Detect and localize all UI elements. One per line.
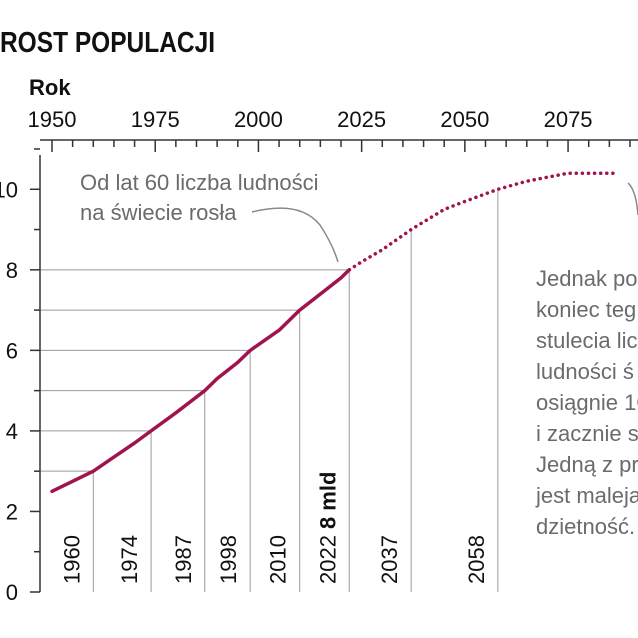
milestone-year-2022: 2022 xyxy=(315,535,340,584)
milestone-label-2022: 2022 8 mld xyxy=(315,472,340,584)
milestone-year-2058: 2058 xyxy=(464,535,489,584)
milestone-year-2010: 2010 xyxy=(266,535,291,584)
x-tick-label-1950: 1950 xyxy=(28,107,77,132)
milestone-label-2037: 2037 xyxy=(377,535,402,584)
annotation-right: Jednak po koniec teg stulecia lic ludnoś… xyxy=(535,182,638,539)
milestone-label-2058: 2058 xyxy=(464,535,489,584)
milestone-year-1974: 1974 xyxy=(117,535,142,584)
milestone-label-1974: 1974 xyxy=(117,535,142,584)
milestone-year-1987: 1987 xyxy=(171,535,196,584)
y-tick-label-8: 8 xyxy=(6,258,18,283)
annotation-right-line-9: dzietność. xyxy=(536,514,635,539)
x-tick-label-1975: 1975 xyxy=(131,107,180,132)
annotation-right-line-6: i zacznie s xyxy=(536,421,638,446)
x-tick-label-2050: 2050 xyxy=(440,107,489,132)
y-tick-label-10: 10 xyxy=(0,177,18,202)
x-tick-label-2000: 2000 xyxy=(234,107,283,132)
y-tick-label-4: 4 xyxy=(6,419,18,444)
x-tick-label-2075: 2075 xyxy=(544,107,593,132)
milestone-labels: 1960 1974 1987 1998 2010 2022 8 mld 2037 2058 xyxy=(59,472,489,584)
milestone-extra-2022: 8 mld xyxy=(315,472,340,529)
milestone-year-2037: 2037 xyxy=(377,535,402,584)
annotation-right-line-5: osiągnie 1C xyxy=(536,390,638,415)
milestone-gridlines xyxy=(40,189,499,592)
annotation-right-line-8: jest maleja xyxy=(535,483,638,508)
milestone-year-1998: 1998 xyxy=(216,535,241,584)
chart-title: ROST POPULACJI xyxy=(0,27,215,59)
annotation-right-line-3: stulecia lic xyxy=(536,328,637,353)
x-tick-label-2025: 2025 xyxy=(337,107,386,132)
x-axis-label: Rok xyxy=(29,75,71,100)
milestone-year-1960: 1960 xyxy=(59,535,84,584)
annotation-left-leader xyxy=(251,207,339,263)
annotation-right-leader xyxy=(627,182,638,216)
series-line-solid xyxy=(50,268,352,494)
series-line-dotted xyxy=(347,171,616,272)
milestone-label-2010: 2010 xyxy=(266,535,291,584)
milestone-label-1987: 1987 xyxy=(171,535,196,584)
annotation-left-line-1: Od lat 60 liczba ludności xyxy=(80,170,318,195)
milestone-label-1998: 1998 xyxy=(216,535,241,584)
annotation-left: Od lat 60 liczba ludności na świecie ros… xyxy=(80,170,339,263)
annotation-right-line-1: Jednak po xyxy=(536,266,638,291)
y-tick-label-6: 6 xyxy=(6,338,18,363)
annotation-left-line-2: na świecie rosła xyxy=(80,200,237,225)
y-tick-label-0: 0 xyxy=(6,580,18,605)
annotation-right-line-4: ludności ś xyxy=(536,359,634,384)
series-lines xyxy=(50,171,616,494)
y-tick-label-2: 2 xyxy=(6,499,18,524)
milestone-label-1960: 1960 xyxy=(59,535,84,584)
annotation-right-line-2: koniec teg xyxy=(536,297,636,322)
axes: 0 2 4 6 8 10 1950 1975 2000 2025 2050 2075 xyxy=(0,107,638,605)
annotation-right-line-7: Jedną z pr xyxy=(536,452,638,477)
